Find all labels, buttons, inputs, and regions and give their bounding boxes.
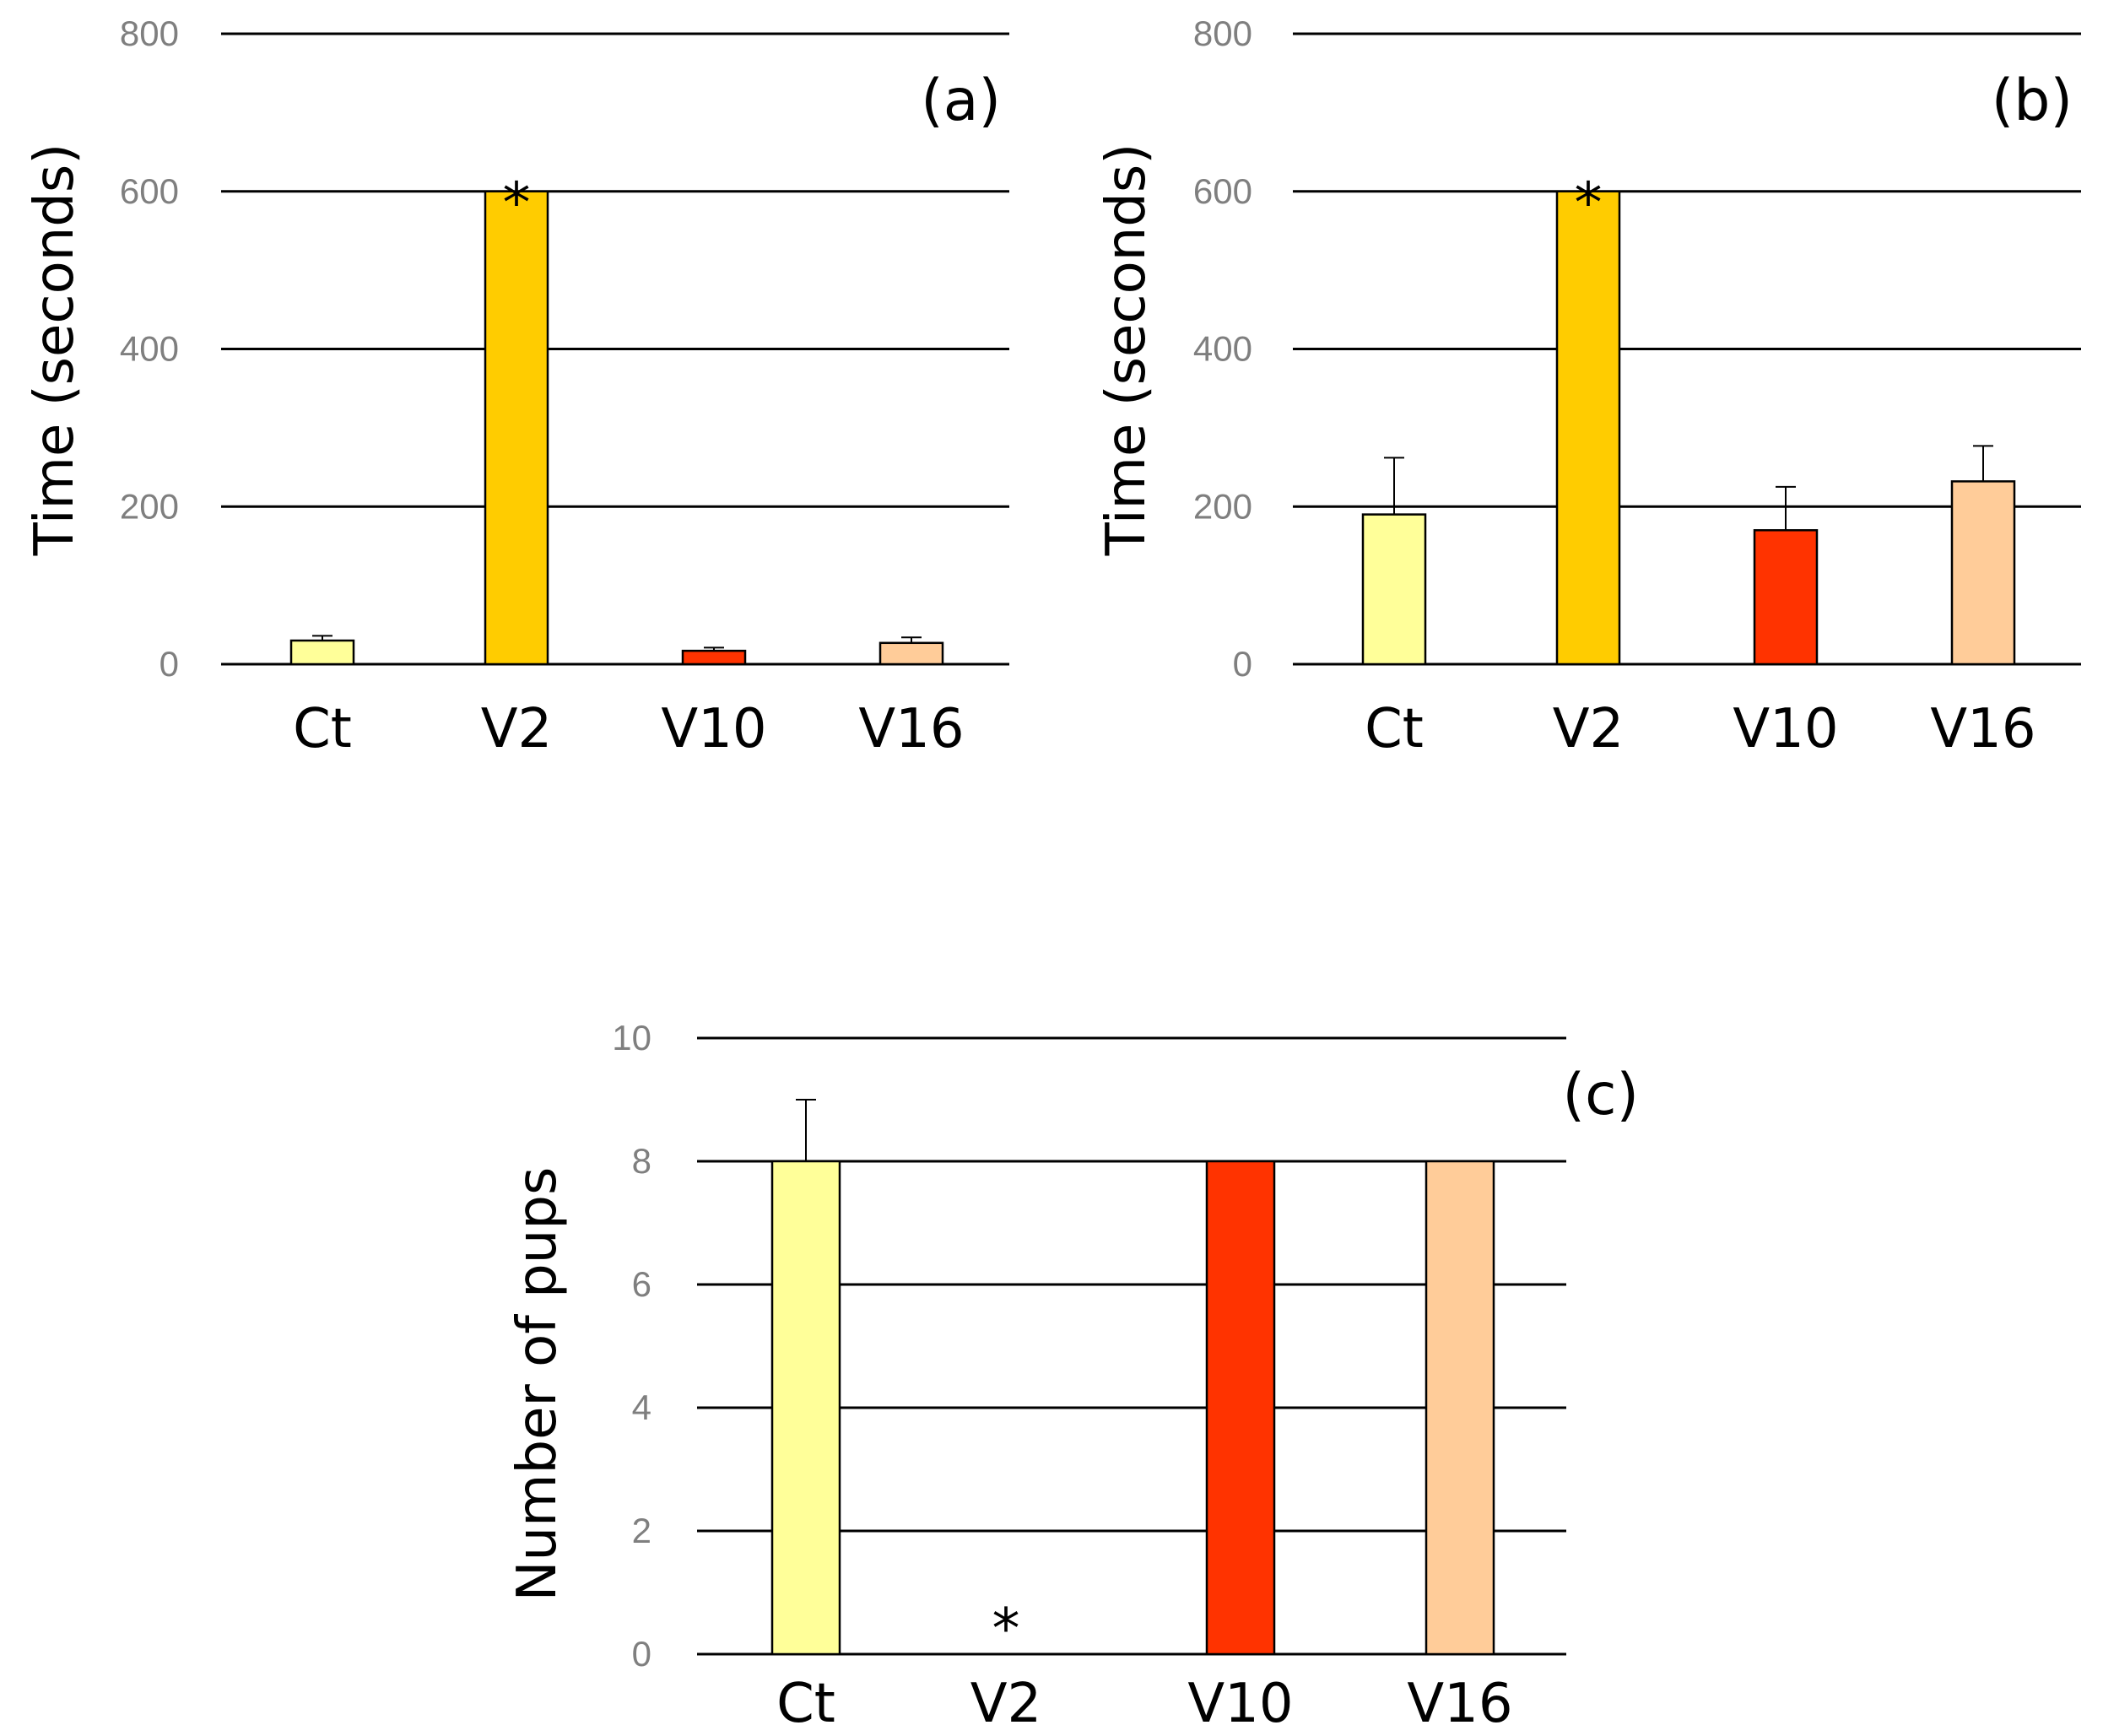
category-label-b-v10: V10 — [1733, 698, 1838, 760]
bar-a-v10 — [681, 649, 747, 666]
bar-b-ct — [1361, 513, 1427, 666]
category-label-a-ct: Ct — [293, 698, 352, 760]
category-label-a-v2: V2 — [481, 698, 553, 760]
panel-label-b: (b) — [1992, 68, 2073, 134]
significance-star-b-v2: * — [1575, 170, 1603, 235]
category-label-b-v2: V2 — [1553, 698, 1625, 760]
y-tick-label-b-0: 0 — [1233, 644, 1252, 684]
category-label-a-v10: V10 — [661, 698, 766, 760]
panel-label-a: (a) — [921, 68, 1001, 134]
y-axis-title-c: Number of pups — [506, 1167, 569, 1602]
y-tick-label-a-400: 400 — [120, 329, 179, 369]
significance-star-c-v2: * — [992, 1597, 1020, 1662]
bar-b-v10 — [1753, 529, 1819, 666]
bar-c-ct — [770, 1160, 841, 1656]
y-tick-label-c-8: 8 — [632, 1141, 651, 1181]
panel-label-c: (c) — [1563, 1062, 1639, 1128]
y-tick-label-a-200: 200 — [120, 486, 179, 526]
category-label-c-ct: Ct — [776, 1673, 835, 1735]
y-tick-label-c-0: 0 — [632, 1634, 651, 1674]
bar-b-v16 — [1950, 480, 2016, 666]
y-axis-title-a: Time (seconds) — [24, 143, 86, 557]
y-tick-label-a-800: 800 — [120, 14, 179, 53]
bar-a-v16 — [879, 641, 944, 666]
y-tick-label-a-600: 600 — [120, 171, 179, 211]
bar-a-ct — [289, 639, 355, 666]
y-tick-label-b-600: 600 — [1193, 171, 1252, 211]
category-label-b-v16: V16 — [1930, 698, 2035, 760]
y-tick-label-c-6: 6 — [632, 1264, 651, 1304]
bar-a-v2 — [484, 190, 549, 666]
y-tick-label-b-400: 400 — [1193, 329, 1252, 369]
y-tick-label-c-4: 4 — [632, 1387, 651, 1427]
y-tick-label-c-10: 10 — [612, 1018, 651, 1057]
y-axis-title-b: Time (seconds) — [1095, 143, 1158, 557]
y-tick-label-b-800: 800 — [1193, 14, 1252, 53]
bar-c-v16 — [1425, 1160, 1495, 1656]
y-tick-label-c-2: 2 — [632, 1511, 651, 1550]
category-label-c-v16: V16 — [1407, 1673, 1512, 1735]
category-label-c-v2: V2 — [970, 1673, 1042, 1735]
y-tick-label-a-0: 0 — [159, 644, 179, 684]
significance-star-a-v2: * — [503, 170, 531, 235]
bar-b-v2 — [1555, 190, 1621, 666]
category-label-c-v10: V10 — [1187, 1673, 1293, 1735]
category-label-a-v16: V16 — [858, 698, 964, 760]
y-tick-label-b-200: 200 — [1193, 486, 1252, 526]
category-label-b-ct: Ct — [1365, 698, 1424, 760]
bar-c-v10 — [1205, 1160, 1276, 1656]
